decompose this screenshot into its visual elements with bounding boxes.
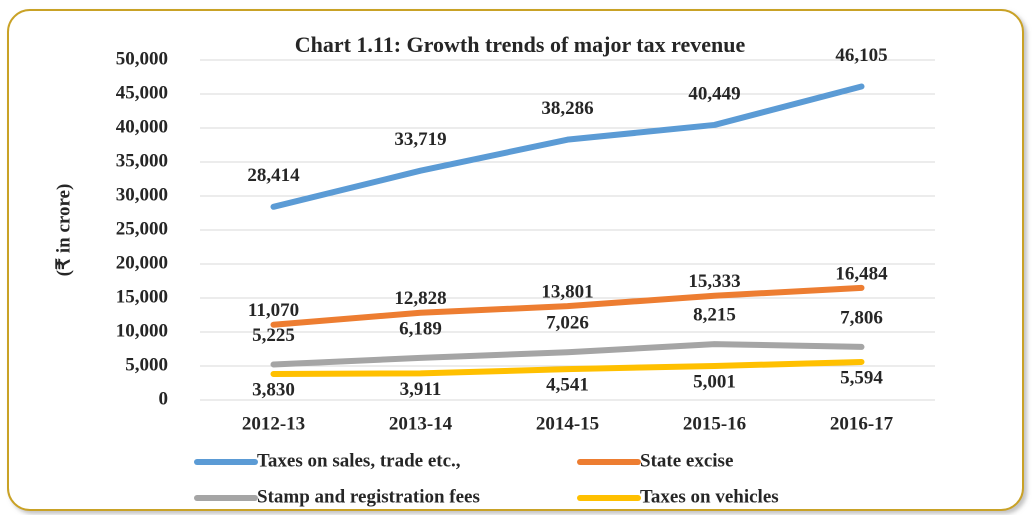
series-line bbox=[270, 284, 865, 328]
data-label: 28,414 bbox=[247, 165, 300, 186]
x-tick-label: 2012-13 bbox=[242, 413, 305, 434]
series-line bbox=[270, 83, 865, 210]
data-label: 4,541 bbox=[546, 374, 589, 395]
legend-label: Taxes on vehicles bbox=[640, 486, 779, 507]
y-tick-label: 15,000 bbox=[116, 286, 168, 307]
chart-frame bbox=[7, 9, 1024, 511]
data-label: 16,484 bbox=[835, 263, 888, 284]
y-tick-label: 50,000 bbox=[116, 48, 168, 69]
y-tick-label: 25,000 bbox=[116, 218, 168, 239]
data-label: 12,828 bbox=[394, 288, 446, 309]
legend-label: State excise bbox=[640, 450, 733, 471]
data-label: 46,105 bbox=[835, 45, 887, 66]
data-label: 3,830 bbox=[252, 379, 295, 400]
data-label: 11,070 bbox=[248, 300, 299, 321]
data-label: 5,225 bbox=[252, 325, 295, 346]
data-label: 8,215 bbox=[693, 304, 736, 325]
data-label: 5,001 bbox=[693, 371, 736, 392]
y-tick-label: 35,000 bbox=[116, 150, 168, 171]
y-axis-label: (₹ in crore) bbox=[53, 184, 74, 277]
data-label: 6,189 bbox=[399, 318, 442, 339]
data-label: 7,806 bbox=[840, 307, 883, 328]
x-tick-label: 2015-16 bbox=[683, 413, 746, 434]
y-tick-label: 40,000 bbox=[116, 116, 168, 137]
y-tick-label: 20,000 bbox=[116, 252, 168, 273]
x-tick-label: 2016-17 bbox=[830, 413, 894, 434]
legend-label: Stamp and registration fees bbox=[257, 486, 480, 507]
data-label: 15,333 bbox=[688, 271, 740, 292]
y-tick-label: 10,000 bbox=[116, 320, 168, 341]
data-label: 5,594 bbox=[840, 367, 883, 388]
series-line bbox=[270, 358, 865, 377]
y-tick-label: 0 bbox=[159, 388, 169, 409]
data-label: 3,911 bbox=[400, 379, 442, 400]
data-label: 7,026 bbox=[546, 313, 589, 334]
x-tick-label: 2014-15 bbox=[536, 413, 599, 434]
x-tick-label: 2013-14 bbox=[389, 413, 453, 434]
data-label: 38,286 bbox=[541, 98, 593, 119]
series-line bbox=[270, 341, 865, 368]
data-label: 13,801 bbox=[541, 282, 593, 303]
data-label: 40,449 bbox=[688, 83, 740, 104]
y-tick-label: 30,000 bbox=[116, 184, 168, 205]
chart-title: Chart 1.11: Growth trends of major tax r… bbox=[295, 32, 746, 57]
y-tick-label: 5,000 bbox=[125, 354, 168, 375]
legend-label: Taxes on sales, trade etc., bbox=[257, 450, 461, 471]
data-label: 33,719 bbox=[394, 129, 446, 150]
y-tick-label: 45,000 bbox=[116, 82, 168, 103]
